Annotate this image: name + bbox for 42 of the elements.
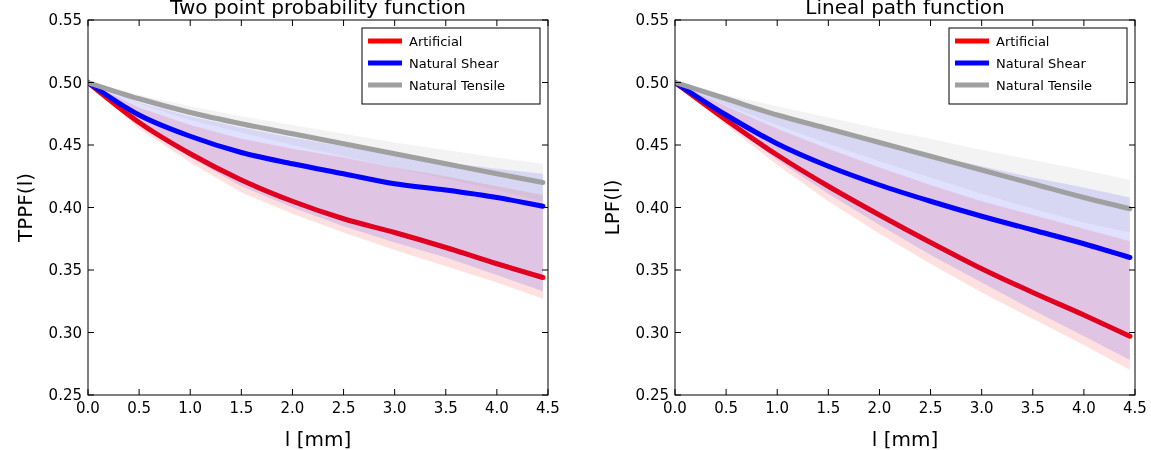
legend-label: Artificial [409, 34, 463, 49]
x-tick-label: 1.5 [229, 399, 254, 417]
x-tick-label: 1.5 [816, 399, 841, 417]
legend-label: Artificial [996, 34, 1050, 49]
y-axis-title: TPPF(l) [13, 172, 37, 244]
x-tick-label: 2.5 [918, 399, 943, 417]
x-tick-label: 0.5 [127, 399, 152, 417]
x-tick-label: 3.0 [969, 399, 994, 417]
y-tick-label: 0.55 [635, 11, 669, 29]
y-tick-label: 0.55 [48, 11, 82, 29]
legend-label: Natural Tensile [409, 78, 506, 93]
x-axis-title: l [mm] [871, 427, 939, 450]
y-tick-label: 0.30 [48, 323, 82, 342]
x-tick-label: 1.0 [178, 399, 203, 417]
y-tick-label: 0.35 [48, 261, 82, 279]
x-tick-label: 1.0 [765, 399, 790, 417]
x-tick-label: 3.5 [433, 399, 458, 417]
x-tick-label: 0.0 [663, 399, 687, 417]
x-tick-label: 2.5 [331, 399, 356, 417]
x-tick-label: 4.0 [484, 399, 509, 417]
x-tick-label: 0.5 [714, 399, 739, 417]
y-tick-label: 0.40 [635, 198, 669, 217]
x-axis-title: l [mm] [284, 427, 352, 450]
legend-label: Natural Shear [409, 56, 500, 71]
x-tick-label: 0.0 [76, 399, 100, 417]
x-tick-label: 2.0 [280, 399, 305, 417]
y-axis-title: LPF(l) [600, 179, 624, 236]
y-tick-label: 0.50 [48, 73, 82, 92]
x-tick-label: 2.0 [867, 399, 892, 417]
x-tick-label: 3.5 [1020, 399, 1045, 417]
legend-label: Natural Tensile [996, 78, 1093, 93]
x-tick-label: 4.0 [1071, 399, 1096, 417]
legend-label: Natural Shear [996, 56, 1087, 71]
y-tick-label: 0.50 [635, 73, 669, 92]
x-tick-label: 4.5 [536, 399, 560, 417]
x-tick-label: 4.5 [1123, 399, 1147, 417]
y-tick-label: 0.30 [635, 323, 669, 342]
y-tick-label: 0.35 [635, 261, 669, 279]
y-tick-label: 0.45 [48, 136, 82, 154]
y-tick-label: 0.45 [635, 136, 669, 154]
y-tick-label: 0.40 [48, 198, 82, 217]
x-tick-label: 3.0 [382, 399, 407, 417]
